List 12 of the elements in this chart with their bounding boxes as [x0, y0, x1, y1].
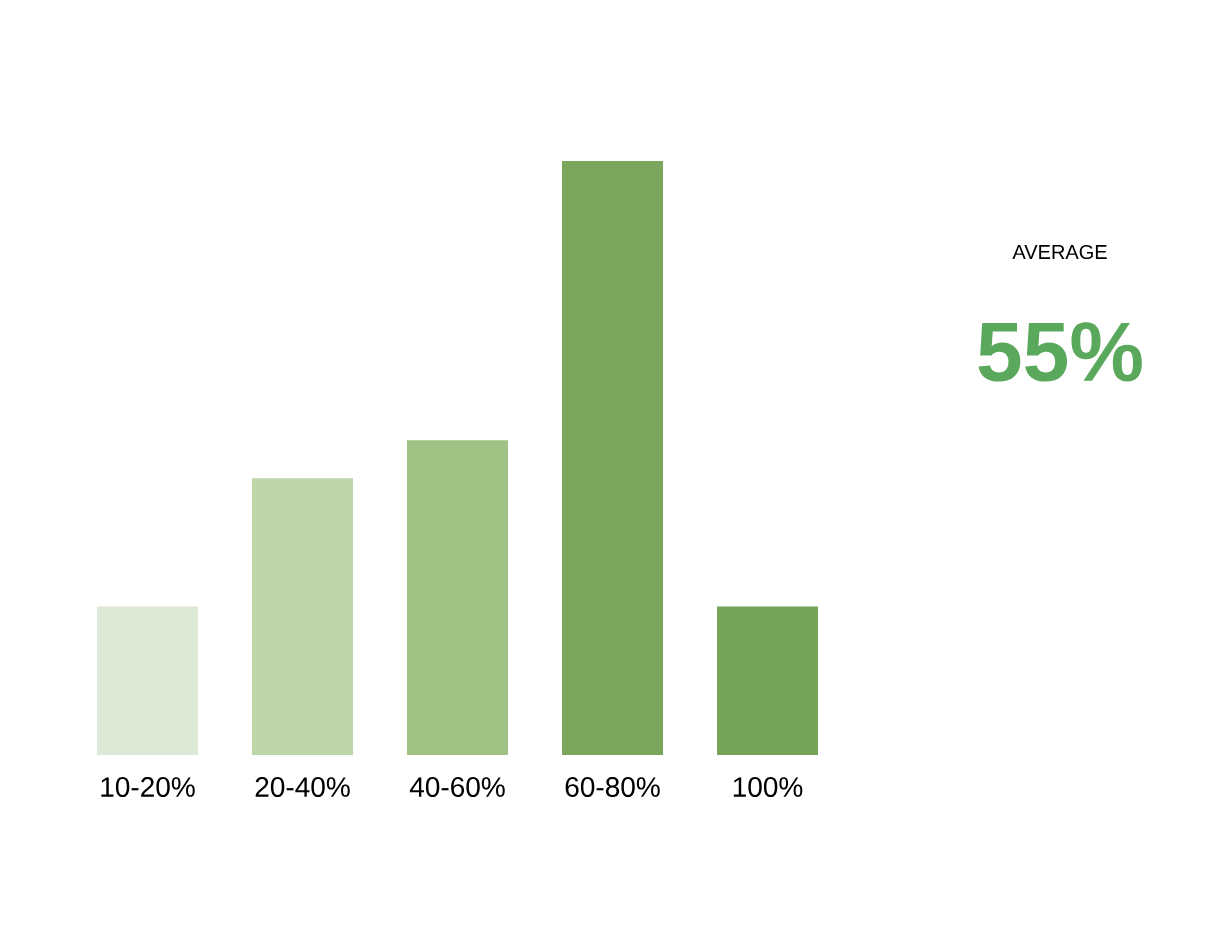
x-tick-label: 60-80% [565, 777, 660, 797]
x-tick-label: 10-20% [101, 777, 195, 797]
text: AVERAGE [1012, 244, 1107, 260]
text: 55% [978, 322, 1142, 382]
x-tick-label: 40-60% [409, 777, 505, 797]
x-tick-label: 100% [733, 777, 803, 797]
bar [562, 160, 664, 755]
bar [717, 606, 819, 755]
bar [97, 606, 199, 755]
bar [407, 440, 509, 755]
x-tick-label: 20-40% [255, 777, 350, 797]
bar [252, 478, 354, 755]
